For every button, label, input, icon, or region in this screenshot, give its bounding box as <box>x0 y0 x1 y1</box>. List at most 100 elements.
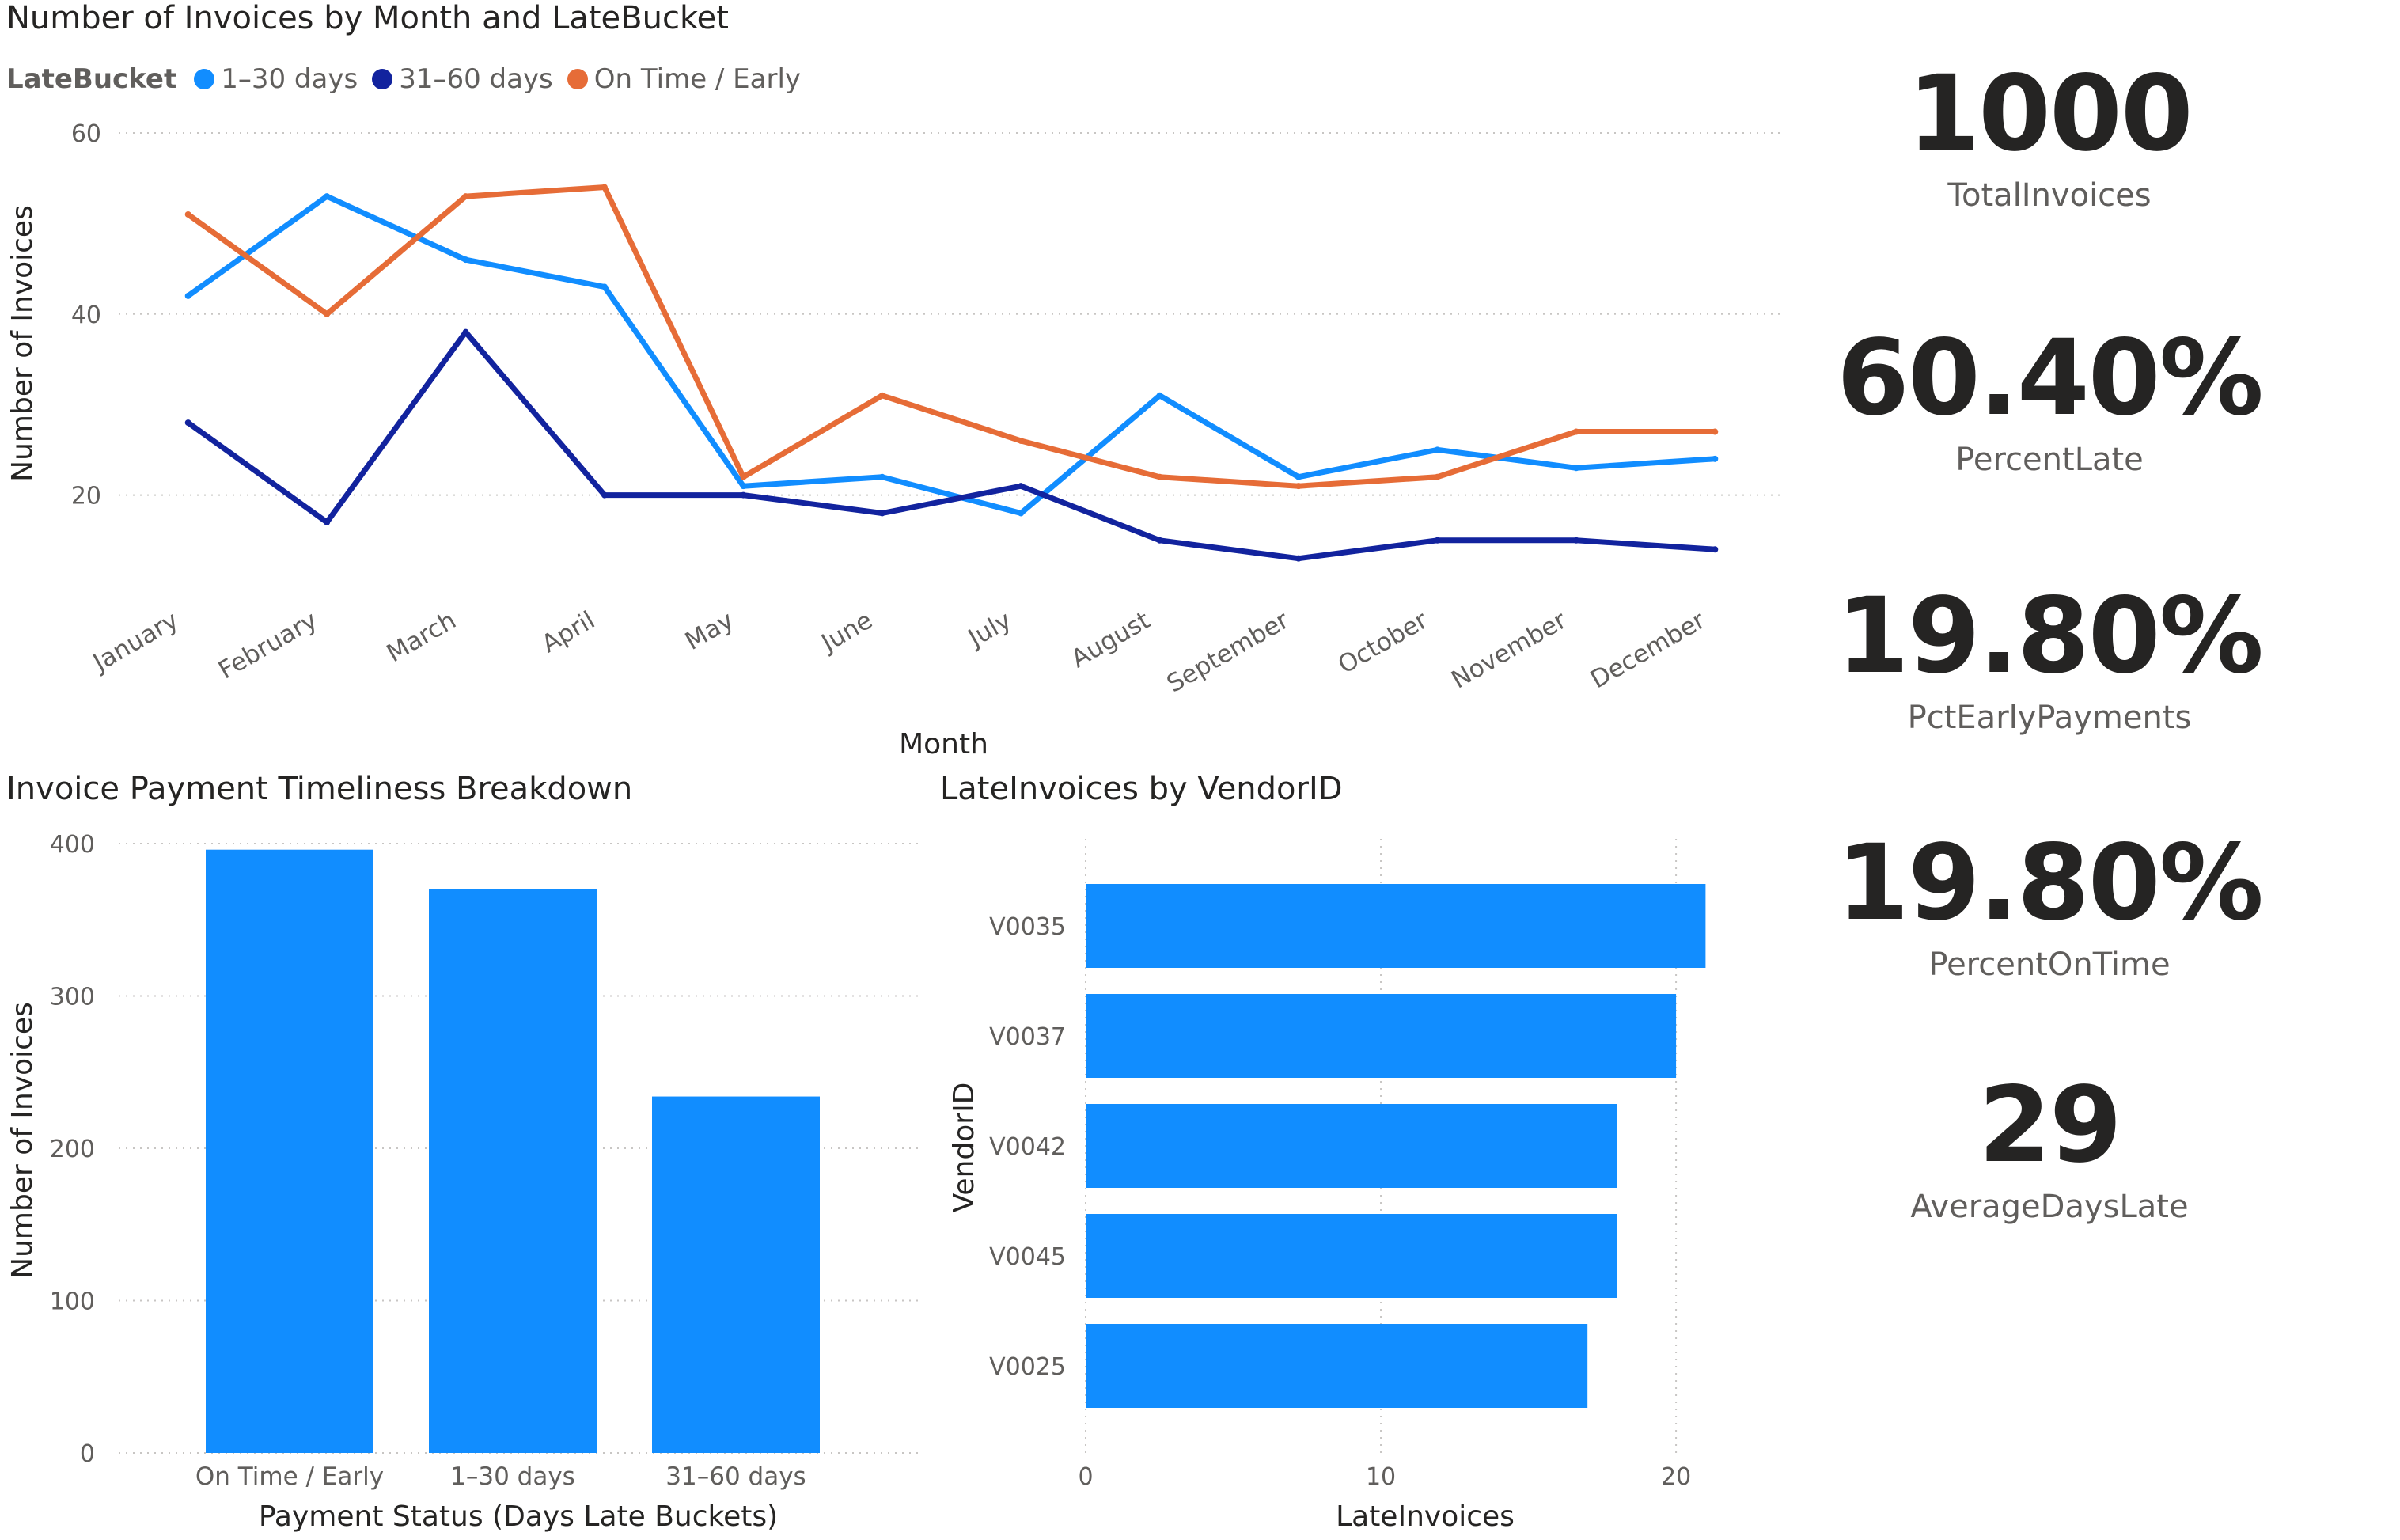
y-tick-label: 300 <box>50 984 95 1011</box>
data-point <box>1018 510 1025 517</box>
data-point <box>1712 428 1719 435</box>
data-point <box>1572 465 1579 472</box>
x-tick-label: April <box>537 606 600 659</box>
card-value: 1000 <box>1907 53 2193 175</box>
data-point <box>1572 428 1579 435</box>
legend-label: 31–60 days <box>399 63 553 95</box>
card-percent-on-time[interactable]: 19.80% PercentOnTime <box>1820 831 2279 983</box>
card-value: 19.80% <box>1837 822 2264 944</box>
data-point <box>878 510 885 517</box>
x-axis-title: Month <box>899 728 988 761</box>
y-axis-title: Number of Invoices <box>6 205 39 482</box>
legend-item-on-time[interactable]: On Time / Early <box>567 63 801 95</box>
data-point <box>1156 392 1163 399</box>
legend-item-1-30[interactable]: 1–30 days <box>194 63 358 95</box>
hbar-chart-title: LateInvoices by VendorID <box>940 771 1343 807</box>
data-point <box>601 283 608 290</box>
line-chart-visual[interactable]: Number of Invoices by Month and LateBuck… <box>0 0 1796 761</box>
data-point <box>1712 546 1719 553</box>
data-point <box>878 392 885 399</box>
data-point <box>601 491 608 499</box>
legend-item-31-60[interactable]: 31–60 days <box>372 63 553 95</box>
line-chart-legend: LateBucket 1–30 days 31–60 days On Time … <box>6 63 815 95</box>
data-point <box>1156 473 1163 480</box>
data-point <box>184 211 191 218</box>
data-point <box>1018 437 1025 444</box>
legend-dot-icon <box>567 69 588 89</box>
bar-chart-plot: 0 100 200 300 400 On Time / Early 1–30 days 31–… <box>6 831 918 1533</box>
bar <box>1086 1214 1617 1298</box>
y-tick-label: V0042 <box>989 1133 1066 1161</box>
x-tick-label: On Time / Early <box>195 1462 384 1491</box>
data-point <box>1434 473 1441 480</box>
card-label: TotalInvoices <box>1947 177 2152 214</box>
data-point <box>462 256 469 264</box>
hbar-chart-plot: 0 10 20 V0035 V0037 V0042 V0045 V0025 LateInvoic… <box>948 839 1706 1533</box>
card-percent-late[interactable]: 60.40% PercentLate <box>1820 326 2279 478</box>
y-tick-label: V0025 <box>989 1353 1066 1381</box>
y-axis-title: VendorID <box>948 1083 980 1213</box>
data-point <box>324 193 331 200</box>
y-tick-label: 400 <box>50 831 95 859</box>
card-total-invoices[interactable]: 1000 TotalInvoices <box>1820 62 2279 214</box>
y-axis-title: Number of Invoices <box>6 1002 39 1279</box>
x-tick-label: July <box>962 606 1016 654</box>
y-tick-label: 20 <box>71 483 101 510</box>
x-tick-label: March <box>382 606 461 668</box>
legend-label: On Time / Early <box>593 63 802 95</box>
x-tick-label: 0 <box>1078 1463 1093 1491</box>
data-point <box>1018 483 1025 490</box>
card-label: PercentLate <box>1955 442 2144 478</box>
data-point <box>1434 537 1441 544</box>
legend-dot-icon <box>372 69 393 89</box>
data-point <box>1712 455 1719 462</box>
x-tick-label: 20 <box>1661 1463 1691 1491</box>
data-point <box>601 184 608 191</box>
card-pct-early-payments[interactable]: 19.80% PctEarlyPayments <box>1820 584 2279 736</box>
data-point <box>462 193 469 200</box>
data-point <box>740 491 747 499</box>
bar <box>1086 884 1706 968</box>
card-average-days-late[interactable]: 29 AverageDaysLate <box>1820 1073 2279 1225</box>
x-tick-label: August <box>1067 606 1155 673</box>
data-point <box>740 483 747 490</box>
bar-chart-title: Invoice Payment Timeliness Breakdown <box>6 771 633 807</box>
data-point <box>1295 555 1302 562</box>
x-tick-label: 10 <box>1366 1463 1396 1491</box>
card-label: PercentOnTime <box>1928 946 2171 983</box>
card-value: 60.40% <box>1837 317 2264 439</box>
bar <box>206 849 373 1453</box>
data-point <box>1156 537 1163 544</box>
card-label: PctEarlyPayments <box>1907 700 2192 736</box>
series-line-2 <box>185 329 1718 562</box>
bar <box>1086 1104 1617 1188</box>
bar-chart-visual[interactable]: Invoice Payment Timeliness Breakdown 0 10… <box>0 768 926 1540</box>
x-tick-label: December <box>1586 606 1710 695</box>
series-line-1 <box>185 193 1718 516</box>
series-line-3 <box>185 184 1718 489</box>
x-tick-label: June <box>816 606 878 658</box>
y-tick-label: 200 <box>50 1136 95 1163</box>
data-point <box>324 518 331 525</box>
bar <box>652 1096 820 1453</box>
y-tick-label: V0037 <box>989 1023 1066 1051</box>
bar <box>429 889 597 1453</box>
data-point <box>740 473 747 480</box>
x-tick-label: February <box>214 606 322 685</box>
bar <box>1086 1324 1588 1408</box>
y-tick-label: V0045 <box>989 1243 1066 1271</box>
card-value: 19.80% <box>1837 575 2264 697</box>
x-tick-label: 31–60 days <box>665 1462 806 1491</box>
data-point <box>1295 473 1302 480</box>
data-point <box>1295 483 1302 490</box>
data-point <box>184 419 191 427</box>
legend-dot-icon <box>194 69 215 89</box>
data-point <box>184 292 191 299</box>
data-point <box>878 473 885 480</box>
line-chart-title: Number of Invoices by Month and LateBuck… <box>6 0 729 36</box>
hbar-chart-visual[interactable]: LateInvoices by VendorID 0 10 20 V0035 V0037… <box>934 768 1796 1540</box>
x-tick-label: May <box>681 606 739 656</box>
x-tick-label: 1–30 days <box>450 1462 575 1491</box>
bar <box>1086 994 1677 1078</box>
x-tick-label: September <box>1162 606 1295 699</box>
